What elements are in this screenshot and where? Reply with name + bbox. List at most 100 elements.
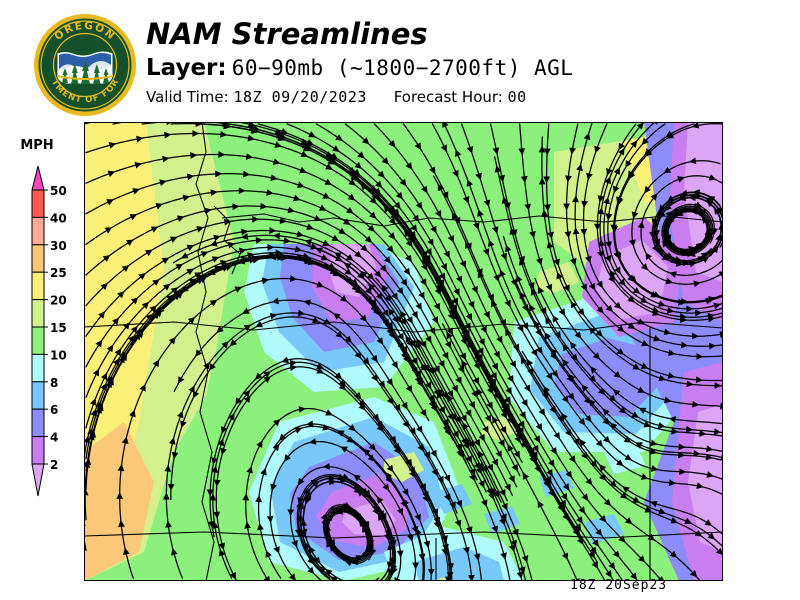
streamline-arrow xyxy=(430,449,437,458)
streamline-arrow xyxy=(558,308,566,316)
streamline-path xyxy=(613,351,723,387)
streamline-arrow xyxy=(165,520,172,528)
streamline-path xyxy=(422,561,425,581)
streamline-arrow xyxy=(506,416,513,424)
streamline-arrow xyxy=(369,211,377,219)
streamline-arrow xyxy=(431,366,439,374)
streamline-arrow xyxy=(686,305,694,313)
streamline-arrow xyxy=(440,144,447,153)
streamline-arrow xyxy=(419,483,426,491)
streamline-arrow xyxy=(244,521,252,529)
streamline-arrow xyxy=(180,252,189,259)
streamline-arrow xyxy=(537,500,544,509)
streamline-arrow xyxy=(388,139,396,148)
streamline-arrow xyxy=(255,321,263,328)
streamline-arrow xyxy=(84,435,91,444)
streamline-arrow xyxy=(651,237,659,245)
streamline-arrow xyxy=(476,388,483,396)
streamline-arrow xyxy=(195,122,203,128)
colorbar-band-2-4 xyxy=(31,436,45,465)
streamline-arrow xyxy=(530,348,538,357)
streamline-arrow xyxy=(718,271,723,278)
streamline-arrow xyxy=(650,465,659,472)
streamline-arrow xyxy=(548,459,555,468)
streamline-arrow xyxy=(573,437,580,446)
streamline-path xyxy=(112,122,538,461)
streamline-arrow xyxy=(463,546,470,555)
streamline-arrow xyxy=(192,130,200,137)
streamline-arrow xyxy=(588,327,596,335)
streamline-arrow xyxy=(677,192,686,200)
streamline-arrow xyxy=(405,254,412,263)
streamline-arrow xyxy=(206,489,214,497)
streamline-arrow xyxy=(322,192,331,199)
streamline-map[interactable] xyxy=(84,122,723,581)
streamline-arrow xyxy=(545,475,552,484)
streamline-arrow xyxy=(294,245,303,253)
speed-region-se-ridge-under-2 xyxy=(688,404,723,552)
streamline-arrow xyxy=(707,312,715,320)
streamline-arrow xyxy=(588,374,597,383)
streamline-arrow xyxy=(451,384,458,393)
streamline-arrow xyxy=(499,269,506,278)
streamline-arrow xyxy=(616,459,624,467)
streamline-arrow xyxy=(576,163,583,172)
streamline-arrow xyxy=(242,307,250,314)
streamline-arrow xyxy=(141,301,150,310)
colorbar-tick-label: 4 xyxy=(50,431,58,445)
streamline-arrow xyxy=(386,327,394,335)
valid-time-line: Valid Time: 18Z 09/20/2023 Forecast Hour… xyxy=(146,87,786,107)
streamline-arrow xyxy=(572,227,580,235)
streamline-arrow xyxy=(149,305,157,313)
streamline-arrow xyxy=(433,302,440,311)
streamline-arrow xyxy=(200,251,209,258)
streamline-arrow xyxy=(186,173,195,181)
streamline-arrow xyxy=(603,435,611,444)
streamline-arrow xyxy=(289,359,298,367)
streamline-arrow xyxy=(220,447,227,456)
streamline-arrow xyxy=(637,386,645,393)
streamline-arrow xyxy=(650,500,658,508)
streamline-arrow xyxy=(690,208,698,215)
streamline-path xyxy=(85,218,508,502)
streamline-arrow xyxy=(155,202,164,210)
streamline-arrow xyxy=(455,376,462,385)
streamline-arrow xyxy=(562,483,570,491)
streamline-arrow xyxy=(715,233,722,242)
streamline-arrow xyxy=(323,318,331,325)
streamline-arrow xyxy=(136,135,144,143)
streamline-arrow xyxy=(669,550,678,558)
streamline-arrow xyxy=(385,475,393,484)
streamline-arrow xyxy=(343,262,352,270)
streamline-arrow xyxy=(196,225,204,233)
streamline-arrow xyxy=(455,275,463,284)
streamline-arrow xyxy=(170,287,179,295)
streamline-arrow xyxy=(568,373,576,382)
streamline-path xyxy=(352,177,485,373)
streamline-arrow xyxy=(167,483,175,491)
streamline-arrow xyxy=(446,331,453,340)
streamline-arrow xyxy=(632,287,641,294)
streamline-arrow xyxy=(139,383,146,392)
streamline-arrow xyxy=(491,299,498,308)
streamline-arrow xyxy=(469,473,476,482)
streamline-arrow xyxy=(592,539,599,547)
streamline-arrow xyxy=(415,527,422,536)
streamline-arrow xyxy=(269,312,278,320)
streamline-arrow xyxy=(570,353,578,361)
streamline-arrow xyxy=(618,406,627,414)
streamline-arrow xyxy=(95,339,103,348)
streamline-arrow xyxy=(409,339,416,348)
colorbar-band-10-15 xyxy=(31,326,45,355)
streamline-arrow xyxy=(466,179,473,187)
streamline-arrow xyxy=(679,468,687,476)
streamline-arrow xyxy=(536,257,543,266)
streamline-arrow xyxy=(635,442,643,449)
streamline-arrow xyxy=(538,408,546,416)
streamline-arrow xyxy=(580,283,587,291)
streamline-arrow xyxy=(669,242,678,250)
streamline-arrow xyxy=(354,161,362,169)
streamline-arrow xyxy=(116,492,124,499)
streamline-arrow xyxy=(444,493,451,502)
streamline-path xyxy=(302,480,392,578)
